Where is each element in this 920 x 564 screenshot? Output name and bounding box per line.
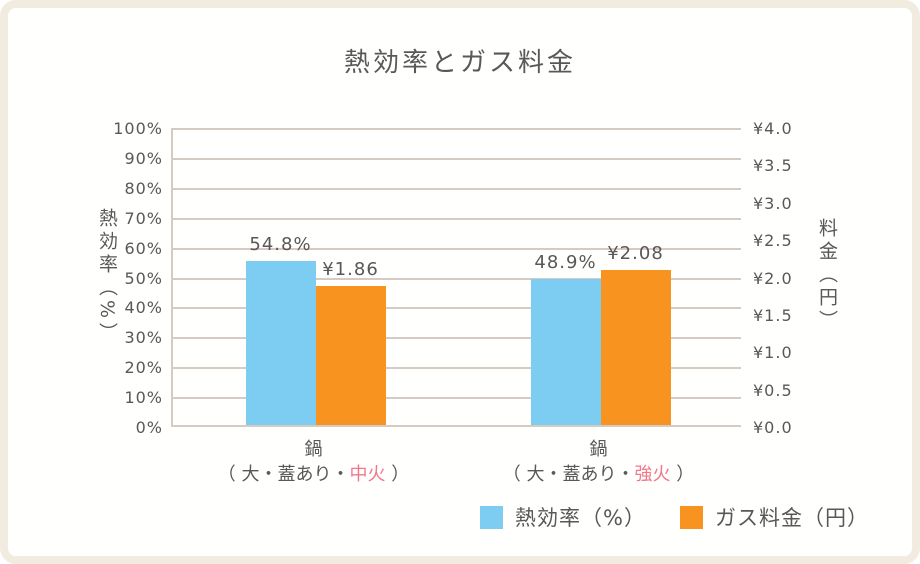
- plot-area: 54.8% 48.9% ¥1.86 ¥2.08: [171, 128, 741, 427]
- category-label-group2: 鍋（ 大・蓋あり・強火 ）: [449, 437, 749, 487]
- gridline: [173, 247, 741, 250]
- left-axis-title: 熱効率（%）: [96, 208, 118, 346]
- category-label-group1: 鍋（ 大・蓋あり・中火 ）: [164, 437, 464, 487]
- right-tick-label: ¥0.0: [753, 418, 793, 437]
- category-line2-prefix: （ 大・蓋あり・: [502, 464, 635, 485]
- category-line2: （ 大・蓋あり・中火 ）: [164, 462, 464, 487]
- bar-value-label: ¥1.86: [322, 258, 379, 280]
- legend-item: ガス料金（円）: [679, 502, 869, 532]
- legend: 熱効率（%） ガス料金（円）: [480, 502, 869, 532]
- gridline: [173, 337, 741, 340]
- left-tick-label: 50%: [124, 268, 163, 288]
- gridline: [173, 187, 741, 190]
- right-tick-label: ¥3.5: [753, 156, 793, 176]
- bar-efficiency-group2: [530, 278, 601, 425]
- category-line1: 鍋: [589, 439, 608, 460]
- left-tick-label: 90%: [124, 148, 163, 168]
- left-tick-label: 60%: [124, 238, 163, 258]
- category-line2-suffix: ）: [385, 464, 410, 485]
- left-tick-label: 30%: [124, 328, 163, 348]
- right-tick-label: ¥3.0: [753, 193, 793, 213]
- right-tick-label: ¥4.0: [753, 119, 793, 138]
- bar-value-label: 54.8%: [249, 234, 312, 256]
- bar-value-label: 48.9%: [534, 251, 597, 273]
- category-line1: 鍋: [304, 439, 323, 460]
- bar-gas-cost-group2: [600, 269, 671, 425]
- right-tick-label: ¥1.5: [753, 305, 793, 325]
- right-axis-title: 料金（円）: [816, 218, 838, 333]
- bar-efficiency-group1: [245, 261, 316, 425]
- legend-swatch-blue: [480, 505, 503, 529]
- right-tick-label: ¥2.0: [753, 268, 793, 288]
- left-tick-label: 80%: [124, 178, 163, 198]
- category-line2: （ 大・蓋あり・強火 ）: [449, 462, 749, 487]
- category-line2-prefix: （ 大・蓋あり・: [217, 464, 350, 485]
- gridline: [173, 397, 741, 400]
- left-tick-label: 100%: [113, 119, 163, 138]
- legend-swatch-orange: [679, 505, 703, 529]
- legend-label: ガス料金（円）: [714, 506, 869, 530]
- category-flame-level: 中火: [349, 464, 386, 485]
- right-tick-label: ¥0.5: [753, 380, 793, 400]
- left-tick-label: 10%: [124, 388, 163, 408]
- gridline: [173, 307, 741, 310]
- bar-value-label: ¥2.08: [607, 242, 664, 264]
- left-tick-label: 40%: [124, 298, 163, 318]
- gridline: [173, 157, 741, 160]
- right-tick-label: ¥1.0: [753, 343, 793, 363]
- category-line2-suffix: ）: [670, 464, 695, 485]
- gridline: [173, 128, 741, 130]
- left-tick-label: 0%: [135, 418, 163, 437]
- left-tick-label: 20%: [124, 358, 163, 378]
- legend-item: 熱効率（%）: [480, 502, 646, 532]
- category-flame-level: 強火: [634, 464, 671, 485]
- gridline: [173, 217, 741, 220]
- legend-label: 熱効率（%）: [515, 506, 646, 530]
- chart-title: 熱効率とガス料金: [343, 48, 576, 78]
- bar-gas-cost-group1: [315, 285, 386, 425]
- gridline: [173, 277, 741, 280]
- left-tick-label: 70%: [124, 208, 163, 228]
- right-tick-label: ¥2.5: [753, 231, 793, 251]
- gridline: [173, 367, 741, 370]
